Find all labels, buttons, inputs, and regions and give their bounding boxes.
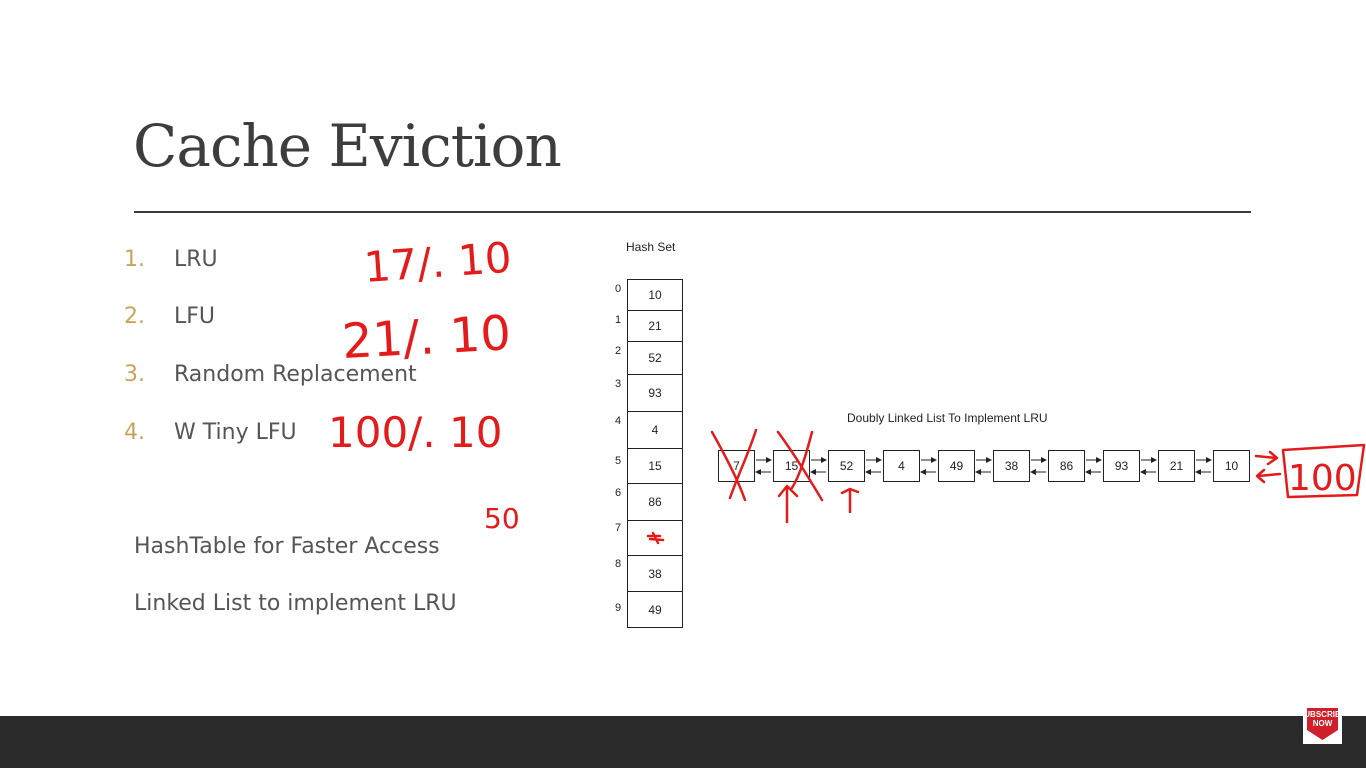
badge-top-text: SUBSCRIBE xyxy=(1303,710,1342,719)
hash-value: 52 xyxy=(648,351,662,365)
hash-index: 7 xyxy=(615,522,622,534)
hash-cell: 8 38 xyxy=(615,555,683,592)
list-node: 10 xyxy=(1213,450,1250,482)
hash-index: 5 xyxy=(615,455,622,467)
list-item-label: W Tiny LFU xyxy=(174,420,297,445)
annotation-fifty: 50 xyxy=(484,502,520,535)
list-item-label: Random Replacement xyxy=(174,362,417,387)
list-item-number: 3. xyxy=(124,362,145,387)
list-item: 4. W Tiny LFU xyxy=(124,420,297,445)
annotation-new-node: 100 xyxy=(1288,458,1357,499)
list-node: 93 xyxy=(1103,450,1140,482)
list-node: 49 xyxy=(938,450,975,482)
annotation-wtinylfu-ratio: 100/. 10 xyxy=(328,408,502,457)
list-item-label: LRU xyxy=(174,247,218,272)
list-item: 2. LFU xyxy=(124,304,215,329)
hash-cell: 9 49 xyxy=(615,591,683,628)
hash-cell: 2 52 xyxy=(615,341,683,375)
hash-index: 2 xyxy=(615,345,622,357)
hash-cell: 3 93 xyxy=(615,374,683,412)
annotation-lru-ratio: 17/. 10 xyxy=(362,233,513,292)
hash-value: 86 xyxy=(648,495,662,509)
hash-index: 0 xyxy=(615,283,622,295)
list-item-number: 1. xyxy=(124,247,145,272)
hash-index: 3 xyxy=(615,378,622,390)
subscribe-badge[interactable]: SUBSCRIBE NOW xyxy=(1303,706,1342,744)
hash-value: 49 xyxy=(648,602,662,617)
list-node: 15 xyxy=(773,450,810,482)
list-node: 4 xyxy=(883,450,920,482)
note-hashtable: HashTable for Faster Access xyxy=(134,534,440,559)
hash-value: 93 xyxy=(648,386,662,400)
list-item-number: 2. xyxy=(124,304,145,329)
hash-cell: 7 xyxy=(615,520,683,556)
list-node: 38 xyxy=(993,450,1030,482)
list-connectors xyxy=(755,457,1212,475)
hash-index: 4 xyxy=(615,415,622,427)
title-divider xyxy=(134,211,1251,213)
list-node: 86 xyxy=(1048,450,1085,482)
hash-cell: 1 21 xyxy=(615,310,683,342)
hash-index: 1 xyxy=(615,314,622,326)
slide-title: Cache Eviction xyxy=(133,112,562,180)
hash-value: 4 xyxy=(651,423,659,437)
annotation-lfu-ratio: 21/. 10 xyxy=(341,305,513,370)
badge-main-text: NOW xyxy=(1313,719,1333,728)
hash-value: 21 xyxy=(648,319,662,333)
linked-list-title: Doubly Linked List To Implement LRU xyxy=(847,411,1048,425)
list-item-number: 4. xyxy=(124,420,145,445)
hash-index: 6 xyxy=(615,487,622,499)
handwriting-text: 17/. 10 21/. 10 100/. 10 50 100 xyxy=(328,233,1357,535)
hash-index: 9 xyxy=(615,602,622,614)
handwriting-strokes xyxy=(646,428,1366,545)
hash-value: 10 xyxy=(648,288,662,302)
badge-shield-icon xyxy=(1307,708,1338,740)
hash-value: 15 xyxy=(648,459,662,473)
list-item-label: LFU xyxy=(174,304,216,329)
list-item: 3. Random Replacement xyxy=(124,362,417,387)
list-node: 52 xyxy=(828,450,865,482)
footer-bar xyxy=(0,716,1366,768)
hash-index: 8 xyxy=(615,558,622,570)
note-linked-list: Linked List to implement LRU xyxy=(134,591,457,616)
hash-value: 38 xyxy=(648,566,662,581)
hash-set-title: Hash Set xyxy=(626,240,676,254)
list-node: 21 xyxy=(1158,450,1195,482)
list-item: 1. LRU xyxy=(124,247,218,272)
